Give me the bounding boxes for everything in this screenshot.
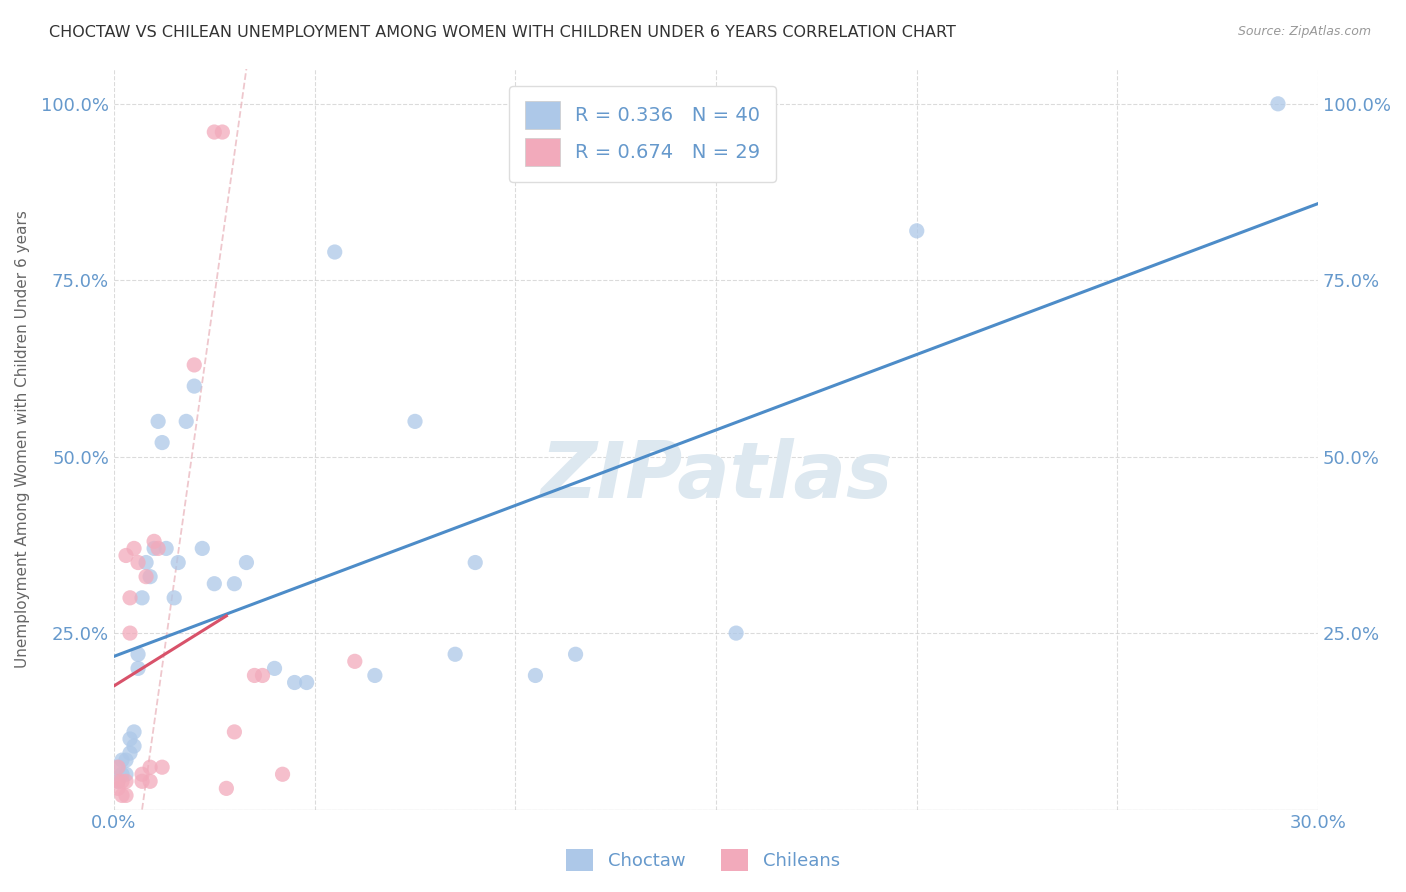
Point xyxy=(323,245,346,260)
Point xyxy=(107,760,129,774)
Point xyxy=(284,675,307,690)
Point xyxy=(115,789,138,803)
Point xyxy=(143,534,166,549)
Point xyxy=(215,781,238,796)
Point xyxy=(131,591,153,605)
Point xyxy=(564,647,586,661)
Point xyxy=(107,774,129,789)
Point xyxy=(202,576,225,591)
Point xyxy=(224,725,246,739)
Point xyxy=(167,556,190,570)
Point xyxy=(444,647,467,661)
Point xyxy=(118,626,141,640)
Point xyxy=(139,774,162,789)
Point xyxy=(122,739,145,753)
Point xyxy=(131,774,153,789)
Point xyxy=(135,569,157,583)
Point xyxy=(211,125,233,139)
Text: CHOCTAW VS CHILEAN UNEMPLOYMENT AMONG WOMEN WITH CHILDREN UNDER 6 YEARS CORRELAT: CHOCTAW VS CHILEAN UNEMPLOYMENT AMONG WO… xyxy=(49,25,956,40)
Point xyxy=(174,414,197,428)
Point xyxy=(139,760,162,774)
Point xyxy=(107,760,129,774)
Point xyxy=(107,781,129,796)
Point xyxy=(127,647,149,661)
Point xyxy=(146,541,169,556)
Point xyxy=(127,556,149,570)
Point xyxy=(202,125,225,139)
Point xyxy=(115,767,138,781)
Point xyxy=(183,379,205,393)
Point xyxy=(115,774,138,789)
Point xyxy=(122,725,145,739)
Point xyxy=(235,556,257,570)
Text: Source: ZipAtlas.com: Source: ZipAtlas.com xyxy=(1237,25,1371,38)
Legend: Choctaw, Chileans: Choctaw, Chileans xyxy=(558,842,848,879)
Point xyxy=(107,774,129,789)
Point xyxy=(131,767,153,781)
Point xyxy=(111,789,134,803)
Point xyxy=(115,549,138,563)
Point xyxy=(118,746,141,760)
Point xyxy=(295,675,318,690)
Point xyxy=(150,435,173,450)
Point xyxy=(150,760,173,774)
Point xyxy=(135,556,157,570)
Point xyxy=(524,668,547,682)
Point xyxy=(155,541,177,556)
Point xyxy=(118,731,141,746)
Point xyxy=(364,668,387,682)
Point xyxy=(343,654,366,668)
Point xyxy=(139,569,162,583)
Point xyxy=(725,626,748,640)
Point xyxy=(111,774,134,789)
Text: ZIPatlas: ZIPatlas xyxy=(540,438,893,514)
Point xyxy=(1267,96,1289,111)
Point xyxy=(146,414,169,428)
Point xyxy=(263,661,285,675)
Point xyxy=(111,753,134,767)
Point xyxy=(118,591,141,605)
Point xyxy=(252,668,274,682)
Point xyxy=(191,541,214,556)
Point xyxy=(115,753,138,767)
Point xyxy=(111,767,134,781)
Point xyxy=(127,661,149,675)
Point xyxy=(224,576,246,591)
Point xyxy=(163,591,186,605)
Legend: R = 0.336   N = 40, R = 0.674   N = 29: R = 0.336 N = 40, R = 0.674 N = 29 xyxy=(509,86,776,181)
Point xyxy=(243,668,266,682)
Point xyxy=(464,556,486,570)
Point xyxy=(404,414,426,428)
Y-axis label: Unemployment Among Women with Children Under 6 years: Unemployment Among Women with Children U… xyxy=(15,211,30,668)
Point xyxy=(143,541,166,556)
Point xyxy=(271,767,294,781)
Point xyxy=(183,358,205,372)
Point xyxy=(905,224,928,238)
Point xyxy=(122,541,145,556)
